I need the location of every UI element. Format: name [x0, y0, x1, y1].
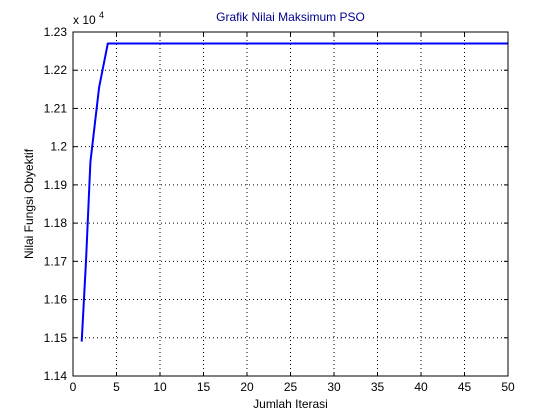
y-tick-label: 1.23 — [44, 25, 68, 39]
y-tick-label: 1.18 — [44, 216, 68, 230]
y-axis-label: Nilai Fungsi Obyektif — [22, 148, 36, 259]
y-tick-label: 1.21 — [44, 101, 68, 115]
x-tick-label: 15 — [197, 380, 211, 394]
x-tick-label: 20 — [240, 380, 254, 394]
y-tick-label: 1.16 — [44, 293, 68, 307]
y-tick-label: 1.19 — [44, 178, 68, 192]
y-multiplier-exponent: 4 — [99, 10, 104, 20]
x-tick-label: 30 — [327, 380, 341, 394]
y-tick-label: 1.2 — [50, 140, 67, 154]
y-tick-label: 1.22 — [44, 63, 68, 77]
x-axis-label: Jumlah Iterasi — [253, 397, 328, 411]
x-tick-label: 5 — [113, 380, 120, 394]
grid — [73, 32, 508, 376]
y-tick-label: 1.17 — [44, 254, 68, 268]
x-tick-label: 45 — [458, 380, 472, 394]
series-layer — [80, 42, 508, 342]
x-tick-label: 40 — [414, 380, 428, 394]
y-multiplier-base: x 10 — [73, 13, 96, 27]
ticks — [72, 31, 509, 377]
y-tick-label: 1.15 — [44, 331, 68, 345]
y-multiplier: x 10 4 — [73, 10, 104, 27]
x-tick-label: 10 — [153, 380, 167, 394]
series-line — [80, 42, 508, 342]
chart-title: Grafik Nilai Maksimum PSO — [216, 10, 365, 24]
tick-labels: 0 5 10 15 20 25 30 35 40 45 50 1.14 1.15 1.16 1.17 1.18… — [44, 25, 515, 394]
x-tick-label: 0 — [70, 380, 77, 394]
x-tick-label: 25 — [284, 380, 298, 394]
y-tick-label: 1.14 — [44, 369, 68, 383]
x-tick-label: 50 — [501, 380, 515, 394]
x-tick-label: 35 — [371, 380, 385, 394]
